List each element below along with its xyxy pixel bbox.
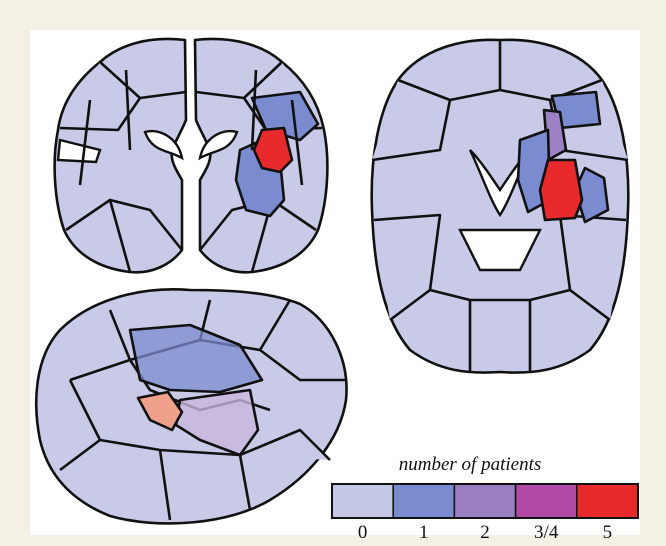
legend-swatch	[454, 484, 515, 518]
legend-label: 2	[480, 522, 490, 543]
legend-swatch	[332, 484, 393, 518]
legend-swatch	[577, 484, 638, 518]
legend-swatch	[516, 484, 577, 518]
legend-swatch	[393, 484, 454, 518]
legend-label: 5	[603, 522, 613, 543]
legend-label: 3/4	[534, 522, 559, 543]
figure-canvas: number of patients 0 1 2 3/4 5	[0, 0, 666, 546]
legend-label: 1	[419, 522, 429, 543]
figure: number of patients 0 1 2 3/4 5	[0, 0, 666, 546]
legend-title: number of patients	[399, 454, 542, 475]
legend-label: 0	[358, 522, 368, 543]
axial-slice	[372, 40, 629, 373]
